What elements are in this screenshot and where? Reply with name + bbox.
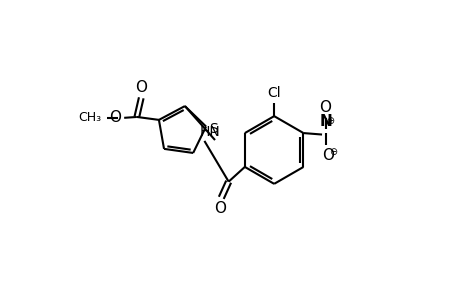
Text: ⊕: ⊕ — [326, 116, 334, 126]
Text: N: N — [319, 114, 331, 129]
Text: O: O — [319, 100, 331, 116]
Text: ⊖: ⊖ — [329, 147, 337, 157]
Text: O: O — [213, 201, 225, 216]
Text: O: O — [322, 148, 334, 163]
Text: O: O — [135, 80, 147, 95]
Text: S: S — [209, 122, 218, 136]
Text: Cl: Cl — [267, 86, 280, 100]
Text: O: O — [108, 110, 120, 125]
Text: HN: HN — [199, 125, 219, 140]
Text: CH₃: CH₃ — [78, 111, 101, 124]
